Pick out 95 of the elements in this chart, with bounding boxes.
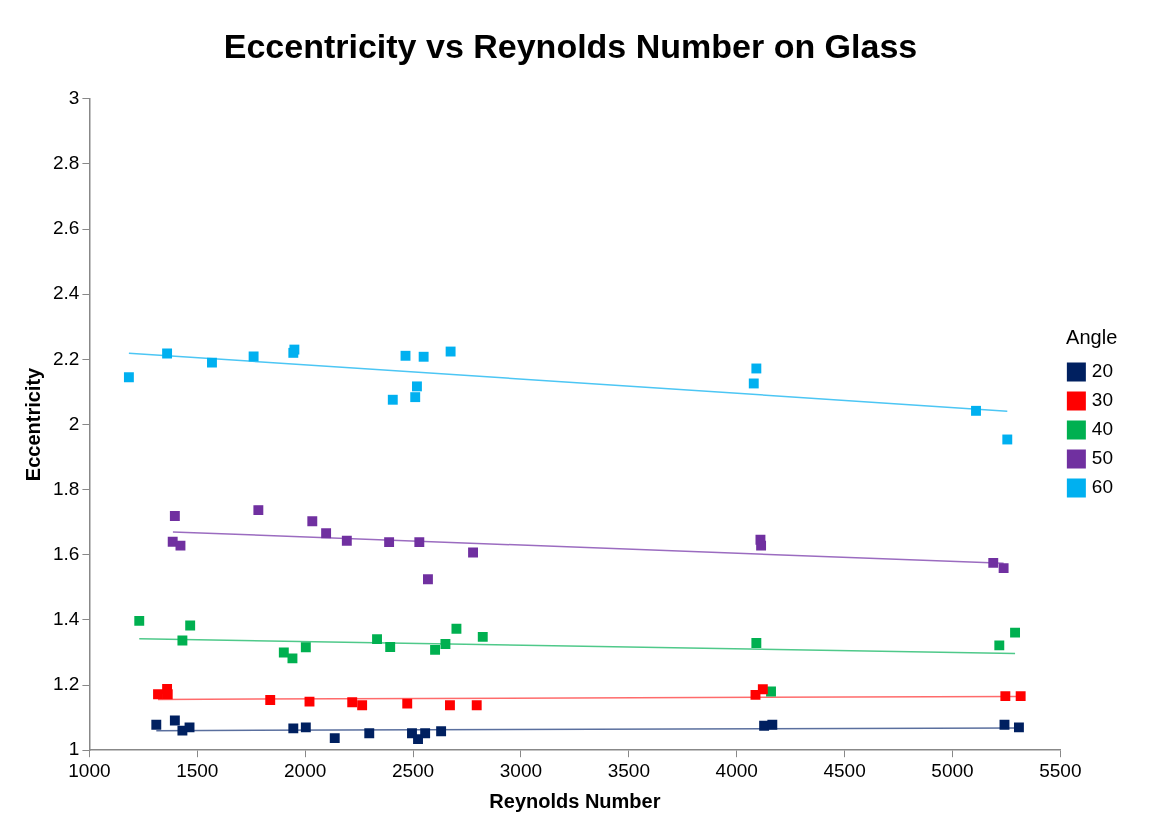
- point: [430, 644, 441, 655]
- y-tick-label: 3: [68, 87, 80, 109]
- point: [402, 698, 413, 709]
- point: [253, 505, 264, 516]
- point: [751, 363, 762, 374]
- point: [387, 394, 398, 405]
- y-tick-label: 1.6: [52, 543, 80, 565]
- point: [321, 528, 332, 539]
- point: [184, 722, 195, 733]
- point: [185, 620, 196, 631]
- point: [1000, 691, 1011, 702]
- point: [440, 639, 451, 649]
- point: [248, 351, 259, 362]
- x-tick-label: 2000: [284, 759, 327, 781]
- point: [756, 540, 767, 551]
- point: [436, 726, 447, 737]
- x-axis-title: Reynolds Number: [489, 789, 661, 812]
- point: [1010, 627, 1021, 638]
- point: [300, 642, 311, 653]
- point: [999, 719, 1010, 730]
- legend-label: 50: [1091, 447, 1114, 469]
- point: [1013, 722, 1024, 733]
- point: [757, 684, 768, 695]
- point: [364, 728, 375, 739]
- legend-label: 40: [1091, 418, 1114, 440]
- point: [994, 640, 1005, 651]
- point: [307, 516, 318, 527]
- point: [372, 634, 382, 645]
- x-tick-label: 3500: [607, 759, 650, 781]
- point: [329, 733, 340, 744]
- y-tick-label: 2.8: [52, 152, 80, 174]
- point: [207, 357, 217, 368]
- point: [169, 715, 180, 726]
- point: [971, 405, 981, 416]
- point: [748, 378, 759, 389]
- point: [287, 653, 298, 664]
- point: [471, 700, 482, 711]
- x-tick-label: 3000: [499, 759, 543, 781]
- point: [123, 372, 134, 383]
- point: [414, 537, 425, 548]
- point: [445, 346, 456, 357]
- x-tick-label: 5000: [931, 759, 974, 781]
- y-tick-label: 1.4: [52, 608, 80, 630]
- point: [177, 635, 188, 646]
- point: [468, 547, 478, 558]
- point: [347, 697, 358, 708]
- y-tick-label: 2.2: [52, 347, 80, 369]
- point: [304, 696, 315, 707]
- point: [385, 642, 396, 652]
- y-axis-title: Eccentricity: [21, 366, 44, 482]
- y-tick-label: 2.4: [52, 282, 80, 304]
- x-tick-label: 1000: [68, 759, 111, 781]
- point: [341, 535, 352, 546]
- point: [400, 350, 411, 361]
- x-tick-label: 4500: [823, 759, 866, 781]
- point: [410, 392, 421, 403]
- y-tick-label: 1: [68, 738, 80, 760]
- point: [477, 631, 488, 642]
- legend-label: 60: [1091, 476, 1114, 498]
- point: [134, 615, 145, 626]
- point: [451, 623, 462, 634]
- x-tick-label: 2500: [391, 759, 435, 781]
- y-tick-label: 1.2: [52, 673, 80, 695]
- point: [151, 719, 162, 730]
- point: [162, 689, 173, 700]
- x-tick-label: 1500: [176, 759, 219, 781]
- point: [445, 700, 455, 711]
- legend-title: Angle: [1066, 326, 1118, 349]
- point: [988, 557, 999, 568]
- point: [162, 348, 173, 359]
- legend-label: 30: [1091, 389, 1114, 411]
- x-tick-label: 5500: [1039, 759, 1082, 781]
- point: [412, 381, 422, 392]
- point: [357, 700, 368, 711]
- point: [418, 351, 429, 362]
- y-tick-label: 2.6: [52, 217, 80, 239]
- point: [1015, 691, 1026, 702]
- point: [153, 689, 163, 700]
- point: [300, 722, 311, 733]
- point: [423, 574, 433, 585]
- point: [169, 511, 180, 521]
- point: [420, 728, 431, 739]
- chart-title: Eccentricity vs Reynolds Number on Glass: [223, 26, 918, 65]
- point: [751, 638, 762, 648]
- y-tick-label: 2: [68, 412, 80, 434]
- point: [384, 537, 395, 548]
- point: [998, 563, 1009, 574]
- y-tick-label: 1.8: [52, 477, 80, 499]
- point: [288, 723, 299, 734]
- point: [1002, 434, 1013, 445]
- point: [175, 540, 186, 551]
- legend-label: 20: [1091, 360, 1114, 382]
- point: [265, 695, 276, 705]
- x-tick-label: 4000: [715, 759, 758, 781]
- point: [767, 719, 778, 730]
